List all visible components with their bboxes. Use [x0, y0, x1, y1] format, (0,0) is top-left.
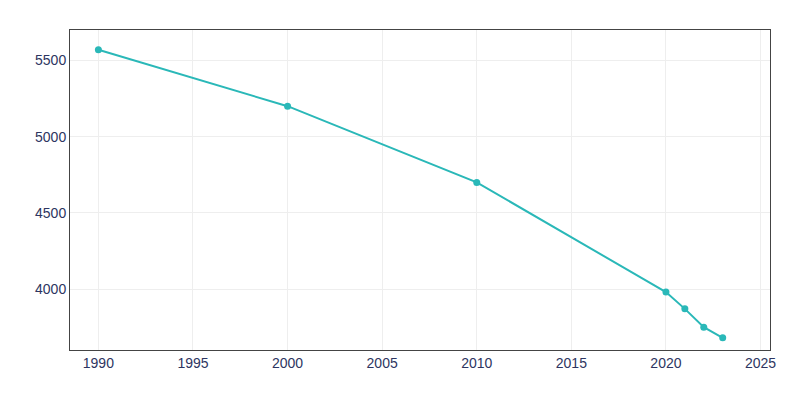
svg-text:1990: 1990 [83, 355, 114, 371]
svg-text:2000: 2000 [272, 355, 303, 371]
svg-text:1995: 1995 [177, 355, 208, 371]
svg-text:4500: 4500 [35, 205, 66, 221]
svg-text:5500: 5500 [35, 52, 66, 68]
svg-text:2025: 2025 [745, 355, 776, 371]
svg-text:2020: 2020 [650, 355, 681, 371]
svg-text:2005: 2005 [367, 355, 398, 371]
svg-text:2015: 2015 [556, 355, 587, 371]
svg-text:5000: 5000 [35, 129, 66, 145]
svg-text:2010: 2010 [461, 355, 492, 371]
svg-text:4000: 4000 [35, 281, 66, 297]
